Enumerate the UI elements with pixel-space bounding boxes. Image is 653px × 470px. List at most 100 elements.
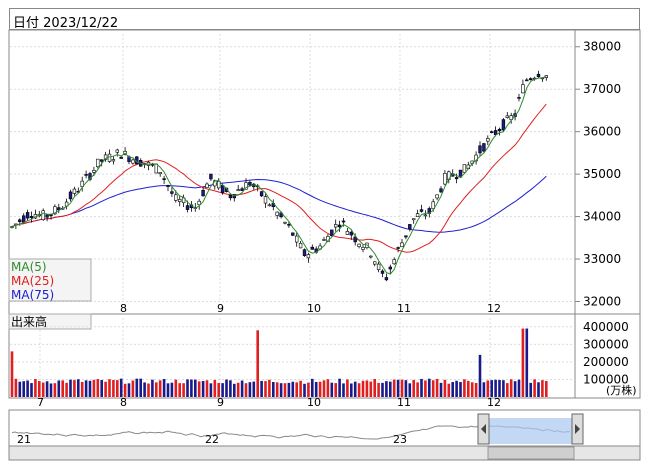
candle-body [174, 194, 178, 201]
volume-bar [529, 382, 532, 397]
volume-bar [256, 330, 259, 397]
candle-body [435, 194, 439, 199]
navigator-scrollbar-track[interactable] [8, 445, 641, 461]
volume-bar [330, 382, 334, 397]
candle-body [291, 232, 295, 236]
volume-bar [131, 380, 135, 397]
volume-bar [116, 380, 119, 397]
candle-body [21, 215, 26, 223]
volume-bar [260, 380, 263, 397]
volume-bar [459, 382, 462, 397]
candle-body [486, 138, 490, 142]
month-label: 8 [120, 302, 127, 315]
candle-body [489, 131, 494, 133]
price-tick-label: 35000 [583, 167, 621, 181]
candle-body [240, 188, 244, 192]
volume-bar [275, 382, 279, 397]
volume-bar [517, 379, 521, 397]
volume-bar [451, 382, 454, 397]
volume-bar [158, 380, 162, 397]
candle-body [53, 206, 57, 215]
volume-bar [166, 383, 170, 397]
price-tick-label: 38000 [583, 40, 621, 54]
candle-body [384, 277, 389, 281]
volume-bar [10, 351, 14, 397]
candle-body [88, 173, 92, 180]
price-tick-label: 36000 [583, 125, 621, 139]
candle-body [528, 78, 533, 81]
volume-title: 出来高 [11, 314, 47, 329]
volume-bar [342, 383, 345, 397]
volume-unit: (万株) [606, 383, 637, 397]
navigator-selection[interactable] [488, 418, 574, 444]
volume-bar [467, 380, 470, 397]
candle-body [170, 191, 174, 194]
volume-bar [252, 381, 256, 397]
candle-body [404, 235, 408, 238]
volume-bar [385, 381, 388, 397]
right-arrow-icon [575, 424, 580, 434]
candle-body [423, 214, 428, 217]
candle-body [10, 226, 14, 228]
candle-body [353, 236, 357, 243]
legend-ma75: MA(75) [11, 288, 54, 302]
volume-month-label: 7 [37, 396, 44, 409]
volume-bar [272, 381, 275, 397]
volume-bar [373, 378, 376, 397]
volume-bar [119, 378, 123, 397]
navigator-scroll-thumb[interactable] [487, 446, 575, 460]
volume-tick-label: 400000 [583, 320, 629, 334]
volume-bar [45, 381, 49, 397]
price-tick-label: 34000 [583, 210, 621, 224]
volume-bar [213, 379, 217, 397]
candle-body [388, 266, 392, 270]
volume-bar [541, 380, 544, 397]
volume-bar [424, 380, 427, 397]
volume-bar [170, 382, 174, 397]
volume-bar [346, 379, 349, 397]
candle-body [431, 201, 435, 210]
price-grid [10, 34, 574, 303]
candle-body [478, 145, 482, 154]
month-label: 11 [397, 302, 411, 315]
volume-bar [240, 380, 244, 397]
candle-body [228, 194, 233, 199]
volume-bar [350, 383, 353, 397]
ma5-path [11, 76, 547, 275]
navigator-path [11, 425, 571, 440]
volume-bar [77, 379, 80, 397]
volume-bar [194, 379, 197, 397]
month-label: 9 [217, 302, 224, 315]
candle-body [505, 115, 509, 118]
volume-bar [361, 380, 365, 397]
candle-body [267, 204, 272, 207]
volume-bar [182, 383, 185, 397]
volume-bar [73, 380, 76, 397]
volume-bar [283, 383, 287, 397]
candle-body [376, 263, 381, 270]
volume-bar [533, 379, 536, 397]
navigator-line [11, 425, 571, 440]
volume-bar [369, 381, 373, 397]
candle-body [287, 224, 291, 226]
volume-bar [365, 380, 369, 397]
volume-bar [201, 381, 205, 397]
candle-body [294, 235, 299, 243]
candle-body [443, 173, 447, 185]
volume-bar [205, 380, 209, 397]
candle-body [302, 249, 307, 256]
volume-bar [217, 382, 220, 397]
volume-bar [209, 383, 213, 397]
candle-body [521, 84, 525, 94]
volume-bar [494, 379, 497, 397]
volume-bar [190, 379, 193, 397]
candle-body [509, 115, 513, 120]
volume-bar [18, 381, 22, 397]
volume-bar [498, 379, 501, 397]
volume-bar [123, 383, 127, 397]
candle-body [178, 199, 182, 202]
candle-body [337, 224, 342, 228]
volume-bar [236, 382, 240, 397]
volume-bar [311, 378, 314, 397]
volume-bar [244, 383, 248, 397]
